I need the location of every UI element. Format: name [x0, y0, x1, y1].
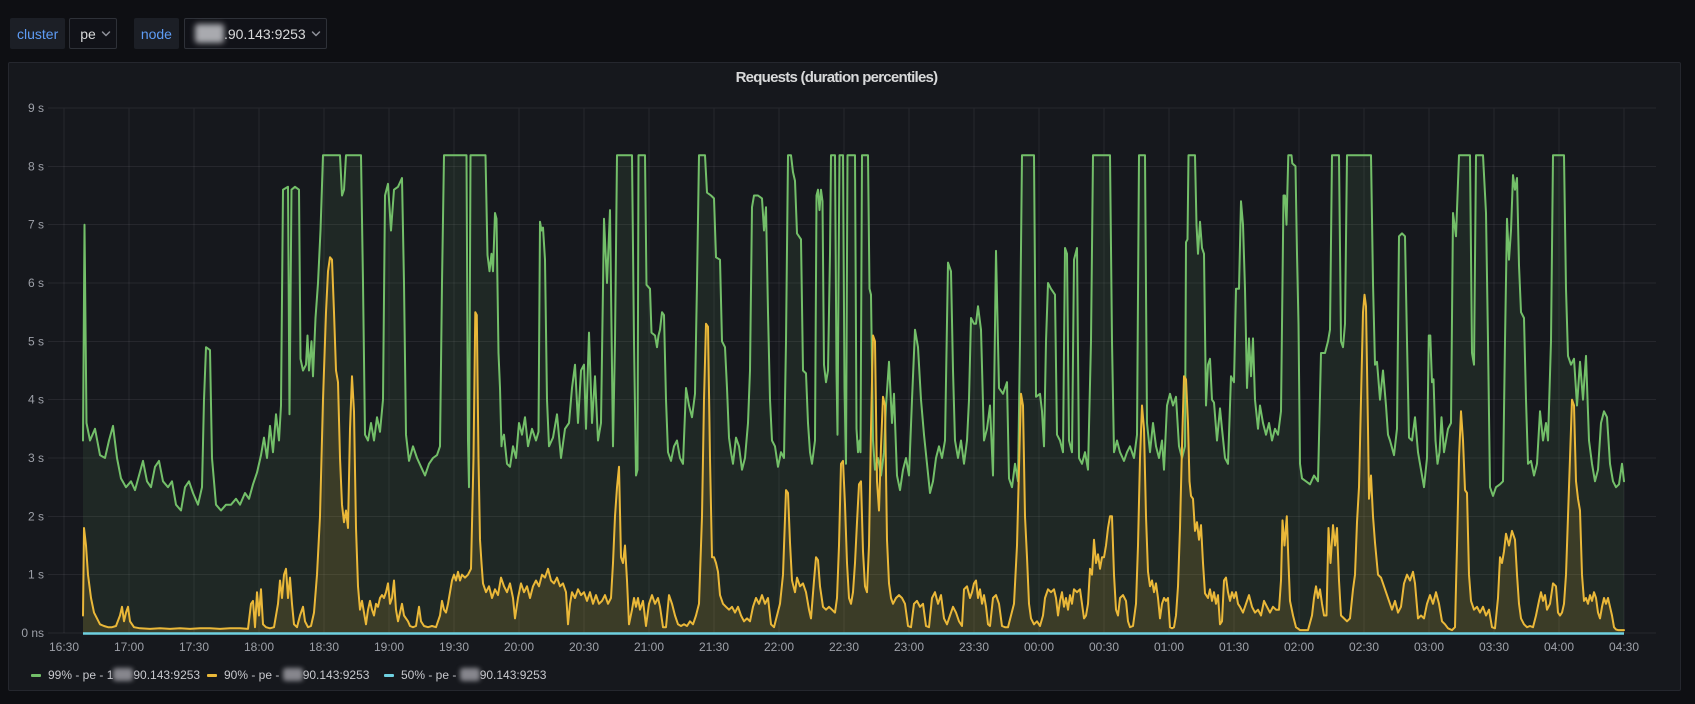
svg-text:22:30: 22:30: [829, 640, 859, 654]
svg-text:02:00: 02:00: [1284, 640, 1314, 654]
svg-text:19:00: 19:00: [374, 640, 404, 654]
svg-text:16:30: 16:30: [49, 640, 79, 654]
svg-text:03:00: 03:00: [1414, 640, 1444, 654]
svg-text:02:30: 02:30: [1349, 640, 1379, 654]
svg-text:22:00: 22:00: [764, 640, 794, 654]
svg-text:6 s: 6 s: [28, 276, 44, 290]
svg-text:18:30: 18:30: [309, 640, 339, 654]
svg-text:23:00: 23:00: [894, 640, 924, 654]
svg-text:17:30: 17:30: [179, 640, 209, 654]
svg-text:00:00: 00:00: [1024, 640, 1054, 654]
svg-text:2 s: 2 s: [28, 509, 44, 523]
svg-text:9 s: 9 s: [28, 101, 44, 115]
svg-text:00:30: 00:30: [1089, 640, 1119, 654]
svg-text:20:30: 20:30: [569, 640, 599, 654]
svg-text:04:30: 04:30: [1609, 640, 1639, 654]
svg-text:21:00: 21:00: [634, 640, 664, 654]
svg-text:03:30: 03:30: [1479, 640, 1509, 654]
svg-text:04:00: 04:00: [1544, 640, 1574, 654]
svg-text:19:30: 19:30: [439, 640, 469, 654]
svg-text:21:30: 21:30: [699, 640, 729, 654]
svg-text:3 s: 3 s: [28, 451, 44, 465]
svg-text:7 s: 7 s: [28, 218, 44, 232]
svg-text:01:30: 01:30: [1219, 640, 1249, 654]
svg-text:17:00: 17:00: [114, 640, 144, 654]
svg-text:1 s: 1 s: [28, 568, 44, 582]
svg-text:8 s: 8 s: [28, 159, 44, 173]
svg-text:4 s: 4 s: [28, 393, 44, 407]
svg-text:0 ns: 0 ns: [21, 626, 44, 640]
svg-text:5 s: 5 s: [28, 334, 44, 348]
svg-text:20:00: 20:00: [504, 640, 534, 654]
svg-text:23:30: 23:30: [959, 640, 989, 654]
svg-text:18:00: 18:00: [244, 640, 274, 654]
svg-text:01:00: 01:00: [1154, 640, 1184, 654]
